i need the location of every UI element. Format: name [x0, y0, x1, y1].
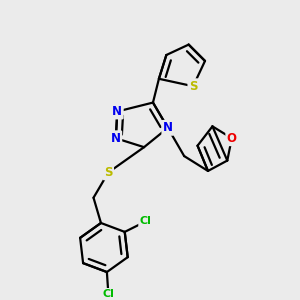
Text: S: S	[189, 80, 197, 93]
Text: N: N	[112, 105, 122, 118]
Text: Cl: Cl	[102, 289, 114, 299]
Text: O: O	[227, 132, 237, 145]
Text: N: N	[111, 132, 121, 145]
Text: N: N	[163, 121, 173, 134]
Text: Cl: Cl	[140, 217, 152, 226]
Text: S: S	[104, 166, 112, 179]
